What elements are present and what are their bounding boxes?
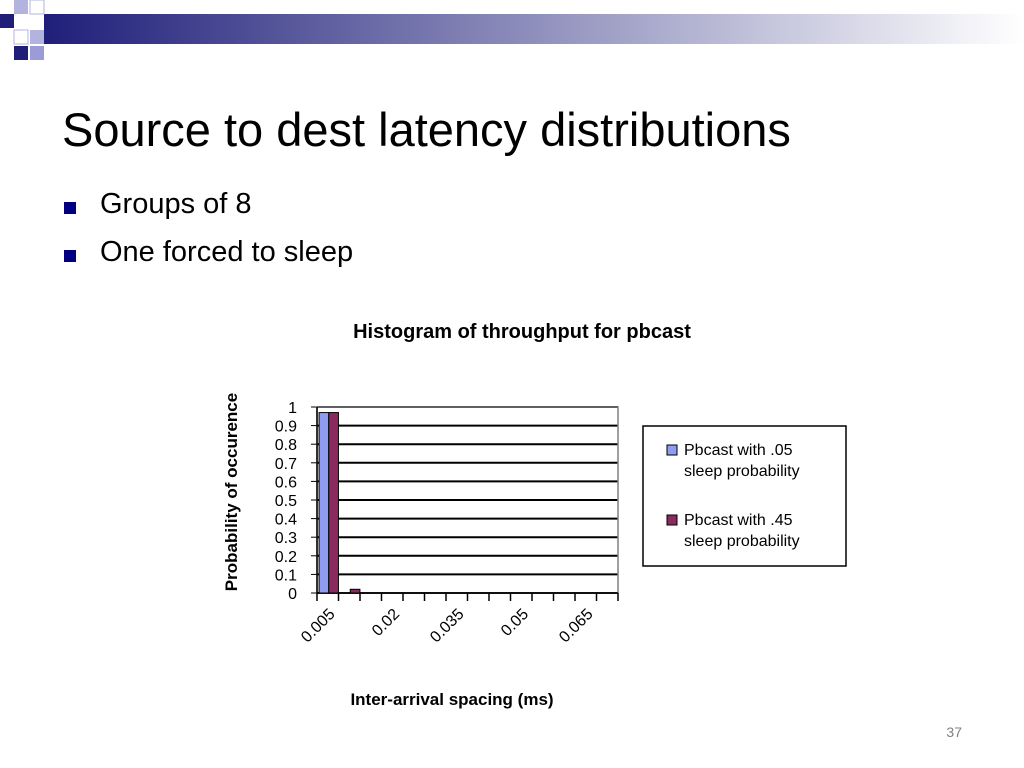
header-square xyxy=(14,46,28,60)
header-square xyxy=(0,14,14,28)
y-tick-label: 0.2 xyxy=(275,549,297,566)
header-decoration xyxy=(0,0,1024,60)
bullet-text: One forced to sleep xyxy=(100,236,354,268)
x-tick-label: 0.035 xyxy=(427,606,467,646)
x-axis-label: Inter-arrival spacing (ms) xyxy=(350,690,553,709)
y-tick-label: 1 xyxy=(288,400,297,417)
legend-label: sleep probability xyxy=(684,463,800,480)
chart-title: Histogram of throughput for pbcast xyxy=(353,321,691,343)
header-square xyxy=(13,29,29,45)
y-tick-label: 0.9 xyxy=(275,419,297,436)
x-tick-label: 0.065 xyxy=(556,606,596,646)
x-tick-label: 0.02 xyxy=(369,606,403,640)
header-square xyxy=(30,30,44,44)
legend-swatch xyxy=(666,514,678,526)
header-square xyxy=(14,0,28,14)
x-tick-label: 0.005 xyxy=(298,606,338,646)
square-bullet-icon xyxy=(64,202,76,214)
bar xyxy=(318,412,330,594)
slide-title: Source to dest latency distributions xyxy=(62,103,791,156)
y-tick-label: 0.1 xyxy=(275,567,297,584)
square-bullet-icon xyxy=(64,250,76,262)
y-axis-label: Probability of occurence xyxy=(222,393,241,591)
legend-swatch xyxy=(666,444,678,456)
header-gradient-bar xyxy=(44,14,1024,44)
legend-label: Pbcast with .05 xyxy=(684,442,793,459)
y-tick-label: 0.6 xyxy=(275,474,297,491)
legend-label: sleep probability xyxy=(684,533,800,550)
page-number: 37 xyxy=(946,724,962,740)
bullet-text: Groups of 8 xyxy=(100,188,252,220)
bar xyxy=(328,412,339,594)
y-tick-label: 0.3 xyxy=(275,530,297,547)
bar xyxy=(349,588,361,594)
histogram-chart: Histogram of throughput for pbcast10.90.… xyxy=(222,321,847,709)
legend-label: Pbcast with .45 xyxy=(684,512,793,529)
y-tick-label: 0 xyxy=(288,586,297,603)
y-tick-label: 0.5 xyxy=(275,493,297,510)
y-tick-label: 0.7 xyxy=(275,456,297,473)
header-square xyxy=(29,0,45,15)
header-square xyxy=(30,46,44,60)
y-tick-label: 0.8 xyxy=(275,437,297,454)
x-tick-label: 0.05 xyxy=(498,606,532,640)
y-tick-label: 0.4 xyxy=(275,512,297,529)
